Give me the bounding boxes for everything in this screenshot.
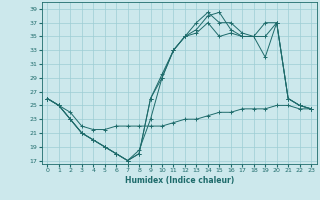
X-axis label: Humidex (Indice chaleur): Humidex (Indice chaleur) bbox=[124, 176, 234, 185]
